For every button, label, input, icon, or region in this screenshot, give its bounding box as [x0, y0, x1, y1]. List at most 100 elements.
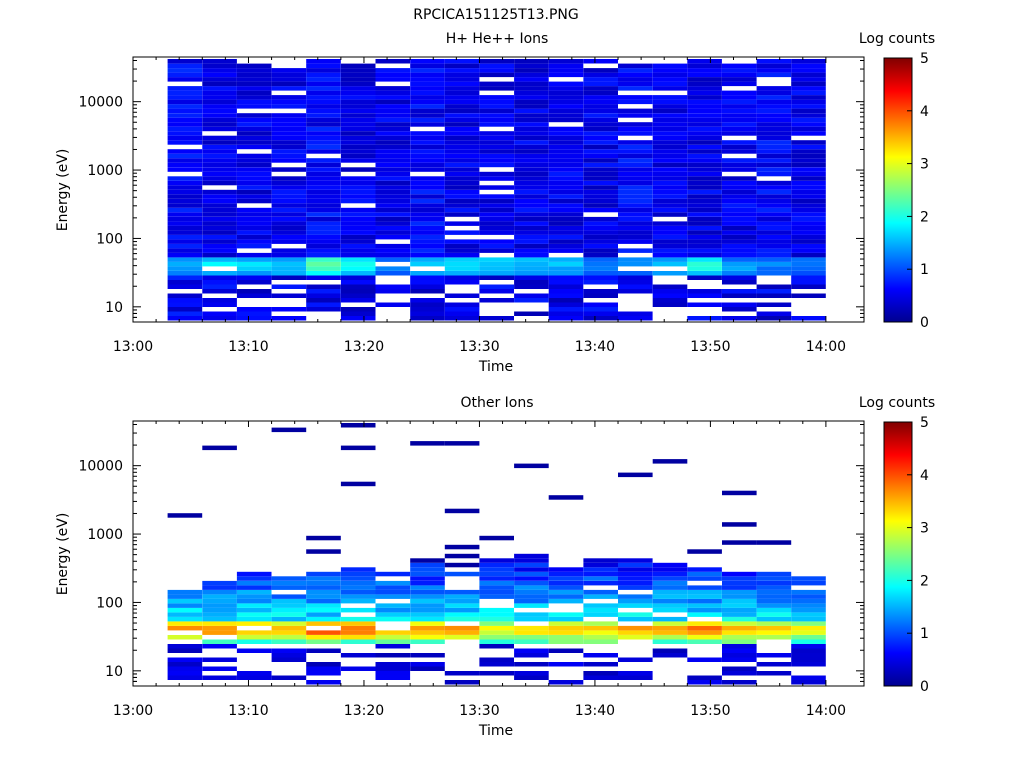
- heatmap-cell: [410, 149, 445, 154]
- heatmap-cell: [410, 612, 445, 617]
- heatmap-cell: [306, 680, 341, 685]
- heatmap-cell: [167, 671, 203, 676]
- heatmap-cell: [410, 653, 445, 658]
- heatmap-cell: [479, 580, 514, 586]
- heatmap-cell: [583, 316, 618, 321]
- heatmap-cell: [340, 423, 376, 428]
- heatmap-cell: [514, 162, 549, 168]
- heatmap-cell: [618, 153, 653, 159]
- heatmap-cell: [791, 580, 826, 586]
- heatmap-cell: [167, 95, 203, 100]
- heatmap-cell: [410, 239, 445, 244]
- heatmap-cell: [444, 108, 480, 114]
- heatmap-cell: [687, 625, 722, 631]
- heatmap-cell: [271, 612, 307, 617]
- heatmap-cell: [444, 280, 480, 285]
- heatmap-cell: [514, 243, 549, 249]
- heatmap-cell: [756, 302, 792, 307]
- heatmap-cell: [652, 95, 688, 100]
- heatmap-cell: [583, 149, 618, 154]
- heatmap-cell: [652, 122, 688, 127]
- heatmap-cell: [583, 135, 618, 141]
- heatmap-cell: [652, 271, 688, 276]
- heatmap-cell: [652, 108, 688, 114]
- heatmap-cell: [791, 653, 826, 658]
- heatmap-cell: [202, 203, 237, 208]
- heatmap-cell: [514, 81, 549, 87]
- heatmap-cell: [306, 207, 341, 213]
- heatmap-cell: [410, 630, 445, 635]
- heatmap-cell: [306, 261, 341, 267]
- heatmap-cell: [444, 59, 480, 64]
- heatmap-cell: [375, 180, 411, 186]
- heatmap-cell: [444, 198, 480, 204]
- heatmap-cell: [202, 126, 237, 132]
- heatmap-cell: [618, 113, 653, 118]
- heatmap-cell: [271, 225, 307, 231]
- heatmap-cell: [687, 230, 722, 235]
- heatmap-cell: [202, 298, 237, 303]
- heatmap-cell: [271, 248, 307, 253]
- heatmap-cell: [722, 225, 757, 231]
- heatmap-cell: [167, 99, 203, 105]
- heatmap-cell: [375, 203, 411, 208]
- heatmap-cell: [756, 540, 792, 545]
- heatmap-cell: [306, 122, 341, 127]
- heatmap-cell: [444, 630, 480, 635]
- heatmap-cell: [236, 117, 272, 123]
- heatmap-cell: [236, 580, 272, 586]
- heatmap-cell: [375, 108, 411, 114]
- heatmap-cell: [756, 63, 792, 69]
- heatmap-cell: [791, 234, 826, 240]
- heatmap-cell: [271, 630, 307, 635]
- heatmap-cell: [202, 153, 237, 159]
- heatmap-cell: [652, 158, 688, 163]
- heatmap-cell: [791, 266, 826, 271]
- heatmap-cell: [583, 113, 618, 118]
- heatmap-cell: [791, 612, 826, 617]
- heatmap-cell: [618, 185, 653, 190]
- heatmap-cell: [548, 212, 584, 217]
- colorbar-tick-label: 1: [920, 262, 929, 278]
- heatmap-cell: [479, 671, 514, 676]
- heatmap-cell: [687, 144, 722, 150]
- y-tick-label: 10: [105, 300, 123, 316]
- heatmap-cell: [340, 248, 376, 253]
- heatmap-cell: [167, 122, 203, 127]
- heatmap-cell: [548, 72, 584, 78]
- heatmap-cell: [306, 580, 341, 586]
- heatmap-cell: [479, 621, 514, 626]
- heatmap-cell: [722, 625, 757, 631]
- heatmap-cell: [410, 72, 445, 78]
- heatmap-cell: [271, 158, 307, 163]
- heatmap-cell: [756, 576, 792, 581]
- heatmap-cell: [652, 243, 688, 249]
- heatmap-cell: [167, 594, 203, 599]
- heatmap-cell: [583, 266, 618, 271]
- heatmap-cell: [652, 585, 688, 590]
- colorbar-tick-label: 3: [920, 521, 929, 537]
- heatmap-cell: [756, 198, 792, 204]
- heatmap-cell: [444, 302, 480, 307]
- heatmap-cell: [410, 90, 445, 96]
- heatmap-cell: [306, 185, 341, 190]
- heatmap-cell: [479, 140, 514, 145]
- heatmap-cell: [756, 144, 792, 150]
- heatmap-cell: [479, 230, 514, 235]
- heatmap-cell: [756, 131, 792, 136]
- heatmap-cell: [618, 194, 653, 199]
- heatmap-cell: [791, 648, 826, 653]
- heatmap-cell: [236, 194, 272, 199]
- heatmap-cell: [236, 239, 272, 244]
- heatmap-cell: [652, 252, 688, 258]
- heatmap-cell: [306, 225, 341, 231]
- heatmap-cell: [479, 261, 514, 267]
- heatmap-cell: [444, 625, 480, 631]
- heatmap-cell: [722, 207, 757, 213]
- heatmap-cell: [271, 135, 307, 141]
- heatmap-cell: [687, 239, 722, 244]
- heatmap-cell: [514, 271, 549, 276]
- heatmap-cell: [444, 81, 480, 87]
- heatmap-cell: [722, 162, 757, 168]
- heatmap-cell: [722, 140, 757, 145]
